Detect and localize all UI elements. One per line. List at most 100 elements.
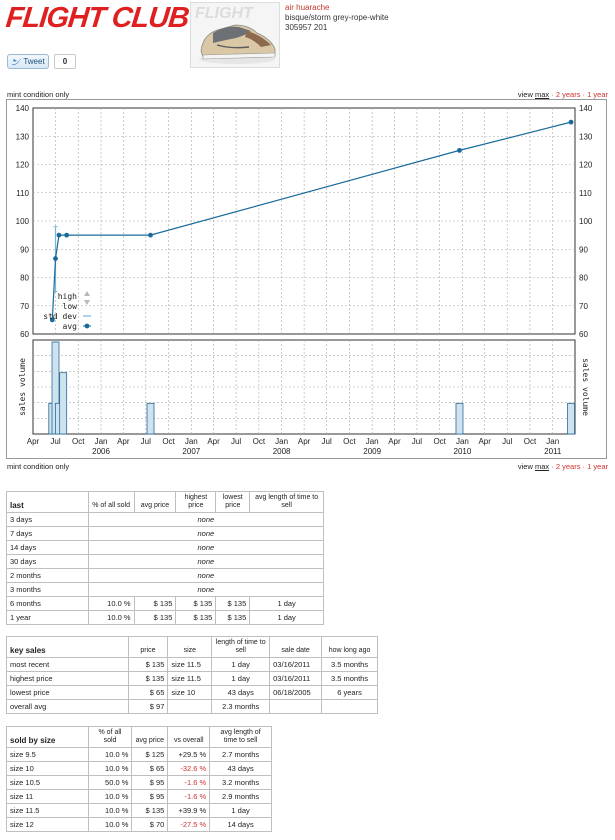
- col-header: size: [167, 636, 213, 658]
- price-history-chart: 60 60 70 70 80 80 90 90 100 100 110 110 120 120 130 130…: [6, 99, 607, 459]
- table-row: 1 year 10.0 % $ 135 $ 135 $ 135 1 day: [6, 610, 324, 625]
- col-header: avg length of time to sell: [249, 491, 324, 513]
- table-cell: 06/18/2005: [269, 685, 323, 700]
- table-cell: $ 135: [127, 671, 169, 686]
- table-cell: 10.0 %: [87, 761, 133, 776]
- col-header: last: [6, 491, 89, 513]
- table-header-row: sold by size % of all sold avg price vs …: [6, 726, 272, 748]
- table-cell: $ 135: [127, 657, 169, 672]
- row-label: 7 days: [6, 526, 89, 541]
- x-month-label: Jan: [185, 437, 198, 446]
- volume-bar: [59, 372, 68, 435]
- view-max-link[interactable]: max: [534, 90, 550, 99]
- table-row: 2 months none: [6, 568, 325, 583]
- flight-club-logo[interactable]: FLIGHT CLUB: [4, 2, 191, 34]
- x-month-label: Jul: [322, 437, 332, 446]
- col-header: % of all sold: [87, 726, 133, 748]
- x-month-label: Jan: [366, 437, 379, 446]
- x-month-label: Oct: [524, 437, 537, 446]
- table-cell: 43 days: [211, 685, 271, 700]
- table-cell: size 11.5: [167, 671, 213, 686]
- table-cell: 43 days: [209, 761, 272, 776]
- table-cell: 10.0 %: [87, 789, 133, 804]
- table-cell: $ 70: [131, 817, 169, 832]
- row-label: size 9.5: [6, 747, 89, 762]
- legend-high-marker: [84, 291, 90, 296]
- x-month-label: Oct: [162, 437, 175, 446]
- x-month-label: Jul: [50, 437, 60, 446]
- table-cell: $ 65: [131, 761, 169, 776]
- view-label: view: [517, 90, 533, 99]
- x-month-label: Jan: [456, 437, 469, 446]
- y-tick-label-left: 130: [16, 132, 30, 141]
- x-month-label: Oct: [433, 437, 446, 446]
- y-tick-label-right: 90: [579, 245, 588, 254]
- col-header: price: [127, 636, 169, 658]
- tweet-button[interactable]: Tweet: [7, 54, 49, 69]
- y-tick-label-right: 70: [579, 302, 588, 311]
- table-cell: 1 day: [211, 657, 271, 672]
- col-header: key sales: [6, 636, 129, 658]
- shoe-graphic: [199, 24, 276, 64]
- x-month-label: Oct: [253, 437, 266, 446]
- tweet-count: 0: [54, 54, 76, 69]
- table-cell: 1 day: [209, 803, 272, 818]
- volume-axis-label-left: sales volume: [18, 358, 27, 416]
- view-2-years-link[interactable]: 2 years: [555, 462, 581, 471]
- table-cell: +39.9 %: [167, 803, 211, 818]
- y-tick-label-left: 80: [20, 274, 29, 283]
- view-max-link[interactable]: max: [534, 462, 550, 471]
- col-header: highest price: [175, 491, 217, 513]
- view-2-years-link[interactable]: 2 years: [555, 90, 581, 99]
- row-label: most recent: [6, 657, 129, 672]
- table-cell: 2.9 months: [209, 789, 272, 804]
- x-month-label: Jul: [412, 437, 422, 446]
- volume-bar: [146, 402, 155, 435]
- separator: ·: [582, 462, 586, 471]
- table-cell: $ 135: [175, 596, 217, 611]
- row-label: size 10: [6, 761, 89, 776]
- avg-point: [49, 317, 55, 323]
- row-label: 6 months: [6, 596, 89, 611]
- x-month-label: Jul: [141, 437, 151, 446]
- y-tick-label-right: 60: [579, 330, 588, 339]
- view-1-year-link[interactable]: 1 year: [587, 462, 608, 471]
- legend-low-marker: [84, 300, 90, 305]
- table-row: 30 days none: [6, 554, 325, 569]
- table-cell: $ 95: [131, 789, 169, 804]
- x-month-label: Oct: [72, 437, 85, 446]
- table-cell: 1 day: [249, 596, 324, 611]
- table-cell: 10.0 %: [87, 747, 133, 762]
- table-cell: [167, 699, 213, 714]
- table-row: 14 days none: [6, 540, 325, 555]
- table-row: 7 days none: [6, 526, 325, 541]
- table-cell: $ 135: [215, 596, 251, 611]
- col-header: sale date: [269, 636, 323, 658]
- row-label: size 10.5: [6, 775, 89, 790]
- table-row: 3 months none: [6, 582, 325, 597]
- y-tick-label-left: 120: [16, 161, 30, 170]
- col-header: how long ago: [321, 636, 378, 658]
- row-label: 3 days: [6, 512, 89, 527]
- table-cell: 2.7 months: [209, 747, 272, 762]
- x-month-label: Apr: [478, 437, 491, 446]
- col-header: vs overall: [167, 726, 211, 748]
- row-label: size 11.5: [6, 803, 89, 818]
- table-cell: 3.5 months: [321, 657, 378, 672]
- product-name[interactable]: air huarache: [285, 3, 330, 12]
- no-data-cell: none: [87, 526, 325, 541]
- product-code: 305957 201: [285, 23, 328, 32]
- x-month-label: Apr: [298, 437, 311, 446]
- table-cell: -1.6 %: [167, 789, 211, 804]
- table-cell: 50.0 %: [87, 775, 133, 790]
- table-cell: $ 65: [127, 685, 169, 700]
- col-header: % of all sold: [87, 491, 135, 513]
- separator: ·: [551, 90, 554, 99]
- volume-bar: [567, 402, 575, 435]
- table-row: size 10.5 50.0 % $ 95 -1.6 % 3.2 months: [6, 775, 272, 790]
- avg-point: [53, 256, 58, 261]
- view-1-year-link[interactable]: 1 year: [587, 90, 608, 99]
- key-sales-table: key sales price size length of time to s…: [6, 636, 378, 714]
- row-label: 3 months: [6, 582, 89, 597]
- x-month-label: Jan: [546, 437, 559, 446]
